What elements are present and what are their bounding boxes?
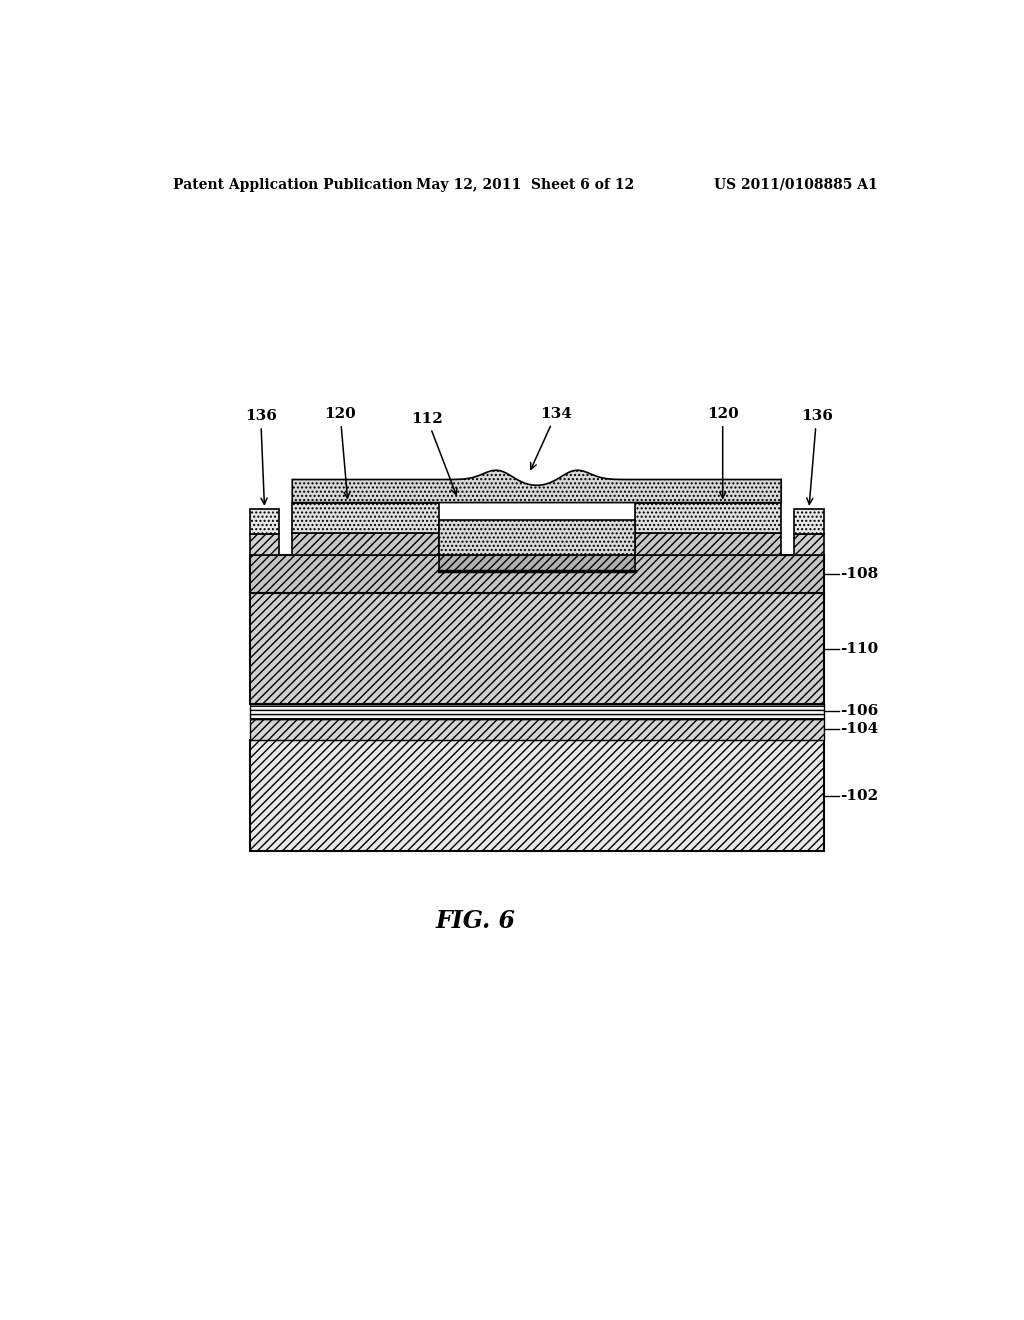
Text: 136: 136 — [245, 409, 276, 504]
Bar — [795, 508, 823, 535]
Bar — [250, 554, 823, 594]
Text: -110: -110 — [841, 642, 879, 656]
Text: -104: -104 — [841, 722, 879, 737]
Bar — [635, 533, 781, 554]
Bar — [250, 535, 280, 554]
Bar — [795, 535, 823, 554]
Bar — [250, 739, 823, 851]
Text: 120: 120 — [325, 407, 356, 498]
Polygon shape — [292, 470, 781, 503]
Text: -102: -102 — [841, 788, 879, 803]
Text: Patent Application Publication: Patent Application Publication — [173, 178, 413, 191]
Bar — [292, 503, 438, 533]
Text: 112: 112 — [411, 412, 457, 495]
Bar — [250, 704, 823, 719]
Bar — [438, 554, 635, 572]
Bar — [292, 533, 438, 554]
Bar — [438, 520, 635, 554]
Text: FIG. 6: FIG. 6 — [435, 908, 515, 933]
Bar — [250, 594, 823, 704]
Text: -106: -106 — [841, 705, 879, 718]
Text: -108: -108 — [841, 568, 879, 581]
Bar — [250, 719, 823, 739]
Text: 134: 134 — [530, 407, 572, 469]
Text: 136: 136 — [801, 409, 833, 504]
Text: 120: 120 — [707, 407, 738, 498]
Text: US 2011/0108885 A1: US 2011/0108885 A1 — [714, 178, 878, 191]
Text: May 12, 2011  Sheet 6 of 12: May 12, 2011 Sheet 6 of 12 — [416, 178, 634, 191]
Bar — [250, 508, 280, 535]
Bar — [635, 503, 781, 533]
